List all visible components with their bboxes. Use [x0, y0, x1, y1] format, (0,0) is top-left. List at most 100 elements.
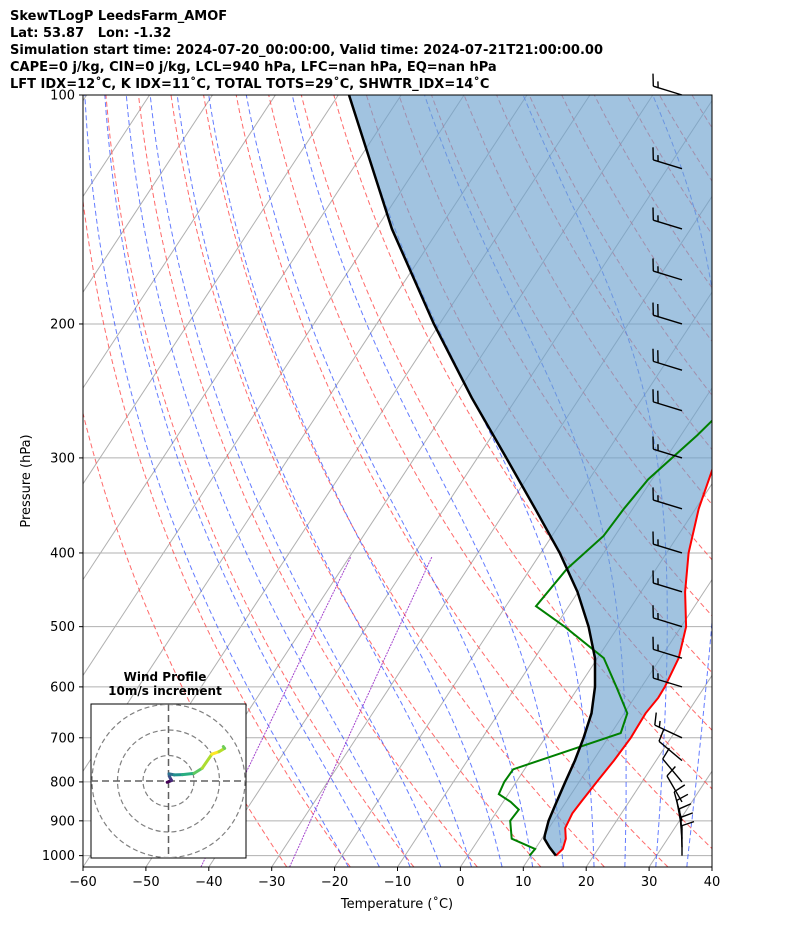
- hodograph-caption: Wind Profile 10m/s increment: [100, 670, 230, 698]
- x-tick-label: 10: [515, 875, 532, 890]
- x-tick-label: 40: [704, 875, 721, 890]
- wind-barb: [680, 812, 694, 848]
- wind-barb: [654, 712, 683, 739]
- hodograph-segment: [192, 766, 204, 775]
- location-line: Lat: 53.87 Lon: -1.32: [10, 26, 172, 41]
- wind-barb: [658, 729, 683, 762]
- barb-flag: [666, 766, 676, 777]
- wind-barb: [652, 302, 683, 325]
- x-tick-label: −20: [321, 875, 348, 890]
- dry-adiabat: [757, 95, 794, 867]
- dry-adiabat: [83, 197, 351, 867]
- barb-staff: [666, 775, 683, 803]
- chart-title: SkewTLogP LeedsFarm_AMOF: [10, 9, 228, 24]
- moist-adiabat: [176, 95, 472, 867]
- y-tick-label: 800: [50, 775, 75, 790]
- hodograph-subtitle: 10m/s increment: [108, 684, 222, 698]
- isotherm-line: [83, 95, 402, 581]
- x-tick-label: −40: [195, 875, 222, 890]
- dry-adiabat: [790, 95, 794, 867]
- profiles: [347, 95, 712, 857]
- x-axis-label: Temperature (˚C): [340, 896, 453, 912]
- barb-flag: [673, 784, 686, 793]
- dry-adiabat: [170, 95, 542, 867]
- moist-adiabat: [104, 95, 380, 867]
- y-axis: 1000 900 800 700 600 500 400 300 200 100: [42, 89, 83, 864]
- barb-flag: [676, 793, 689, 801]
- dry-adiabat: [235, 95, 669, 867]
- dry-adiabat: [365, 95, 712, 674]
- isotherm-line: [711, 866, 712, 867]
- x-tick-label: −30: [258, 875, 285, 890]
- x-tick-label: −10: [384, 875, 411, 890]
- wind-barb: [652, 487, 683, 510]
- parcel-line: [347, 95, 597, 857]
- barb-flag: [681, 820, 695, 827]
- wind-barb: [652, 389, 683, 412]
- wind-barb: [652, 636, 683, 659]
- barb-flag: [679, 803, 692, 810]
- chart-header: SkewTLogP LeedsFarm_AMOF Lat: 53.87 Lon:…: [10, 8, 603, 93]
- x-tick-label: 0: [456, 875, 464, 890]
- hodograph-segment: [221, 745, 227, 750]
- y-axis-label: Pressure (hPa): [19, 434, 34, 527]
- wind-barb: [666, 766, 683, 803]
- dry-adiabat: [300, 95, 712, 790]
- wind-barb: [652, 348, 683, 371]
- barb-staff: [653, 85, 683, 96]
- isotherm-line: [83, 95, 465, 677]
- hodograph-ring: [116, 729, 221, 833]
- dry-adiabat: [138, 95, 478, 867]
- cin-shading: [349, 95, 712, 856]
- x-tick-label: 20: [578, 875, 595, 890]
- y-tick-label: 100: [50, 89, 75, 104]
- dewpoint-line: [497, 419, 712, 857]
- wind-barb: [652, 147, 683, 170]
- wind-barb: [681, 820, 695, 856]
- temperature-line: [555, 467, 712, 857]
- hodograph-inset: [90, 703, 247, 859]
- moist-adiabat: [208, 95, 503, 867]
- indices-line-1: CAPE=0 j/kg, CIN=0 j/kg, LCL=940 hPa, LF…: [10, 60, 497, 75]
- isotherm-line: [83, 95, 213, 294]
- barb-flag: [662, 747, 670, 760]
- wind-barb: [652, 605, 683, 628]
- moist-adiabat: [125, 95, 411, 867]
- y-tick-label: 1000: [42, 849, 75, 864]
- barb-flag: [680, 812, 694, 818]
- y-tick-label: 600: [50, 680, 75, 695]
- isotherm-line: [585, 674, 712, 867]
- y-tick-label: 700: [50, 731, 75, 746]
- isotherm-line: [83, 95, 88, 102]
- wind-barb: [652, 258, 683, 281]
- y-tick-label: 900: [50, 814, 75, 829]
- wind-barb: [652, 207, 683, 230]
- hodograph-trace: [165, 745, 227, 784]
- dry-adiabat: [725, 95, 794, 867]
- hodograph-title: Wind Profile: [123, 670, 207, 684]
- moist-adiabat: [718, 95, 794, 867]
- time-line: Simulation start time: 2024-07-20_00:00:…: [10, 43, 603, 58]
- dry-adiabat: [83, 411, 288, 867]
- y-tick-label: 400: [50, 546, 75, 561]
- moist-adiabat: [149, 95, 442, 867]
- wind-barb: [652, 665, 683, 688]
- wind-barbs: [652, 73, 695, 856]
- hodograph-segment: [181, 771, 196, 777]
- y-tick-label: 500: [50, 620, 75, 635]
- x-axis: −60 −50 −40 −30 −20 −10 0 10 20 30 40: [69, 867, 720, 890]
- cin-shaded-area: [349, 95, 712, 856]
- y-tick-label: 200: [50, 317, 75, 332]
- moist-adiabat: [84, 95, 349, 867]
- x-tick-label: −60: [69, 875, 96, 890]
- moist-adiabat: [291, 95, 564, 867]
- isotherm-line: [83, 95, 339, 485]
- y-tick-label: 300: [50, 451, 75, 466]
- barb-half-flag: [658, 720, 661, 728]
- wind-barb: [652, 436, 683, 459]
- wind-barb: [652, 531, 683, 554]
- barb-staff: [658, 740, 683, 762]
- barb-flag: [658, 729, 665, 742]
- dry-adiabat: [105, 95, 415, 867]
